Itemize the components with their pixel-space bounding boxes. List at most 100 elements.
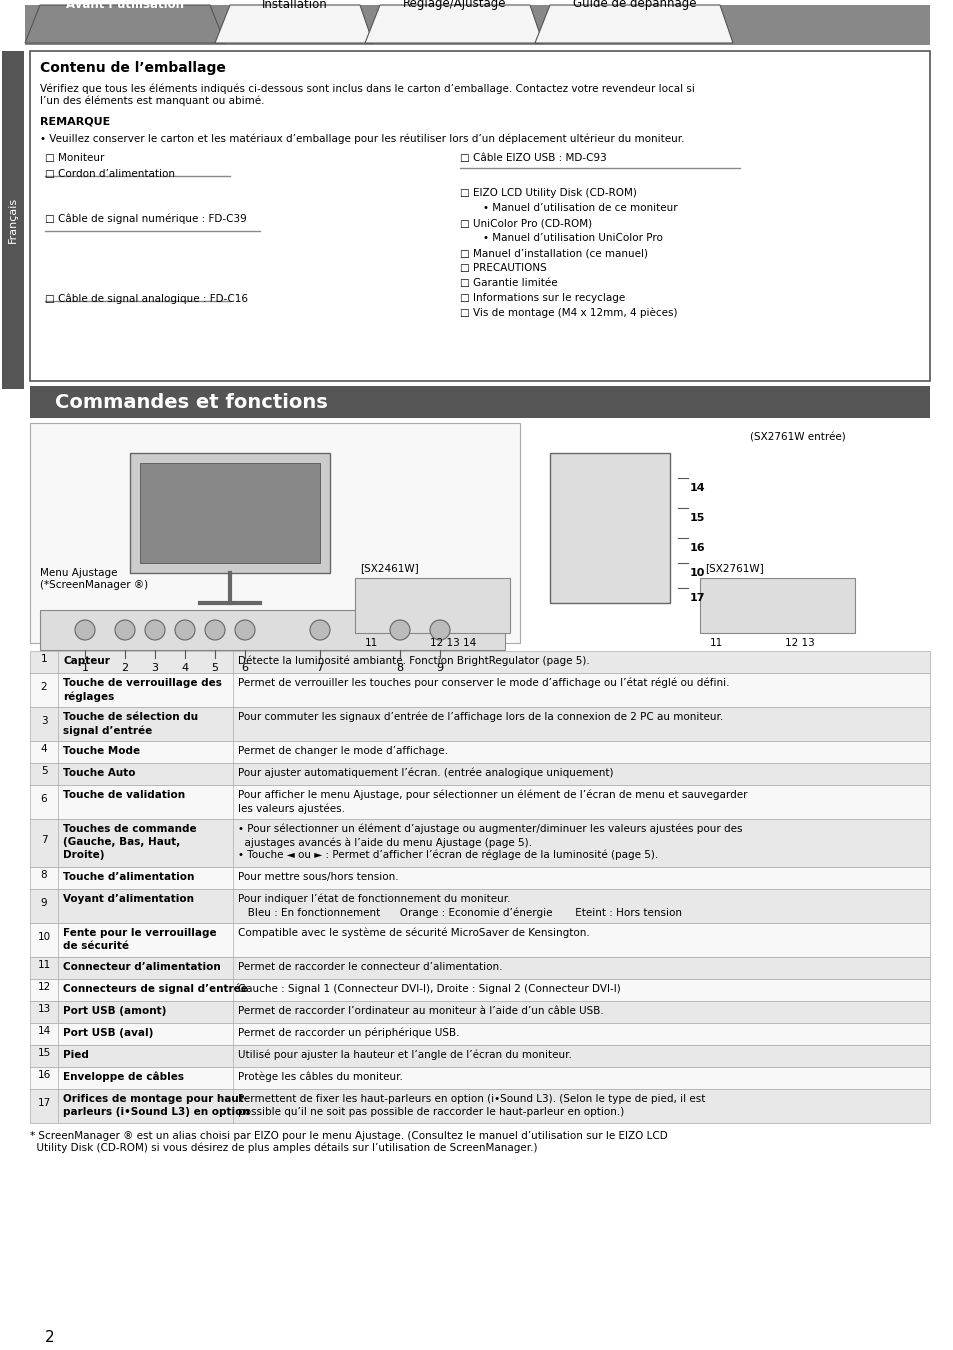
Text: □ Câble EIZO USB : MD-C93: □ Câble EIZO USB : MD-C93 bbox=[459, 153, 606, 163]
Text: Guide de dépannage: Guide de dépannage bbox=[572, 0, 696, 11]
Text: 11: 11 bbox=[37, 960, 51, 971]
Text: * ScreenManager ® est un alias choisi par EIZO pour le menu Ajustage. (Consultez: * ScreenManager ® est un alias choisi pa… bbox=[30, 1131, 667, 1153]
Text: les valeurs ajustées.: les valeurs ajustées. bbox=[237, 803, 345, 814]
Text: 6: 6 bbox=[41, 794, 48, 805]
Text: □ Cordon d’alimentation: □ Cordon d’alimentation bbox=[45, 169, 174, 180]
Text: Touches de commande: Touches de commande bbox=[63, 824, 196, 834]
Text: Installation: Installation bbox=[261, 0, 327, 11]
Text: □ Moniteur: □ Moniteur bbox=[45, 153, 104, 163]
Circle shape bbox=[75, 620, 95, 640]
FancyBboxPatch shape bbox=[30, 1045, 929, 1066]
Text: Pour commuter les signaux d’entrée de l’affichage lors de la connexion de 2 PC a: Pour commuter les signaux d’entrée de l’… bbox=[237, 711, 722, 722]
Text: Orifices de montage pour haut-: Orifices de montage pour haut- bbox=[63, 1094, 248, 1104]
Circle shape bbox=[174, 620, 194, 640]
Polygon shape bbox=[25, 5, 225, 43]
FancyBboxPatch shape bbox=[30, 741, 929, 763]
Text: 9: 9 bbox=[41, 898, 48, 909]
Text: Pour mettre sous/hors tension.: Pour mettre sous/hors tension. bbox=[237, 872, 398, 882]
Text: □ Garantie limitée: □ Garantie limitée bbox=[459, 278, 558, 288]
Text: 12: 12 bbox=[37, 981, 51, 992]
Text: Capteur: Capteur bbox=[63, 656, 110, 666]
FancyBboxPatch shape bbox=[30, 386, 929, 418]
FancyBboxPatch shape bbox=[30, 923, 929, 957]
FancyBboxPatch shape bbox=[2, 51, 24, 389]
FancyBboxPatch shape bbox=[30, 423, 519, 643]
Text: Connecteur d’alimentation: Connecteur d’alimentation bbox=[63, 963, 220, 972]
Text: 4: 4 bbox=[41, 744, 48, 755]
Text: □ Câble de signal analogique : FD-C16: □ Câble de signal analogique : FD-C16 bbox=[45, 293, 248, 304]
Text: possible qu’il ne soit pas possible de raccorder le haut-parleur en option.): possible qu’il ne soit pas possible de r… bbox=[237, 1107, 623, 1116]
Text: 5: 5 bbox=[41, 765, 48, 776]
Text: Bleu : En fonctionnement      Orange : Economie d’énergie       Eteint : Hors te: Bleu : En fonctionnement Orange : Econom… bbox=[237, 907, 681, 918]
FancyBboxPatch shape bbox=[30, 890, 929, 923]
Text: Touche de verrouillage des: Touche de verrouillage des bbox=[63, 678, 222, 688]
Text: 11: 11 bbox=[365, 639, 377, 648]
FancyBboxPatch shape bbox=[30, 1023, 929, 1045]
FancyBboxPatch shape bbox=[40, 610, 504, 649]
FancyBboxPatch shape bbox=[30, 957, 929, 979]
Text: □ Vis de montage (M4 x 12mm, 4 pièces): □ Vis de montage (M4 x 12mm, 4 pièces) bbox=[459, 308, 677, 319]
Text: □ Manuel d’installation (ce manuel): □ Manuel d’installation (ce manuel) bbox=[459, 248, 647, 258]
FancyBboxPatch shape bbox=[30, 674, 929, 707]
FancyBboxPatch shape bbox=[130, 454, 330, 572]
Text: 17: 17 bbox=[689, 593, 705, 603]
Text: 8: 8 bbox=[41, 869, 48, 880]
Text: Pour indiquer l’état de fonctionnement du moniteur.: Pour indiquer l’état de fonctionnement d… bbox=[237, 894, 510, 904]
Circle shape bbox=[115, 620, 135, 640]
Text: • Touche ◄ ou ► : Permet d’afficher l’écran de réglage de la luminosité (page 5): • Touche ◄ ou ► : Permet d’afficher l’éc… bbox=[237, 850, 658, 860]
Text: Compatible avec le système de sécurité MicroSaver de Kensington.: Compatible avec le système de sécurité M… bbox=[237, 927, 589, 938]
Text: réglages: réglages bbox=[63, 691, 114, 702]
Text: 12 13 14: 12 13 14 bbox=[430, 639, 476, 648]
Text: Permet de raccorder un périphérique USB.: Permet de raccorder un périphérique USB. bbox=[237, 1027, 459, 1038]
Text: 2: 2 bbox=[121, 663, 129, 674]
Text: 2: 2 bbox=[41, 682, 48, 693]
Text: Permet de raccorder le connecteur d’alimentation.: Permet de raccorder le connecteur d’alim… bbox=[237, 963, 502, 972]
Text: Touche Mode: Touche Mode bbox=[63, 747, 140, 756]
Text: Port USB (aval): Port USB (aval) bbox=[63, 1027, 153, 1038]
FancyBboxPatch shape bbox=[30, 1000, 929, 1023]
Text: Gauche : Signal 1 (Connecteur DVI-I), Droite : Signal 2 (Connecteur DVI-I): Gauche : Signal 1 (Connecteur DVI-I), Dr… bbox=[237, 984, 620, 994]
Circle shape bbox=[430, 620, 450, 640]
Text: □ Informations sur le recyclage: □ Informations sur le recyclage bbox=[459, 293, 624, 302]
Text: 8: 8 bbox=[396, 663, 403, 674]
Text: 16: 16 bbox=[37, 1071, 51, 1080]
FancyBboxPatch shape bbox=[30, 784, 929, 819]
Polygon shape bbox=[214, 5, 373, 43]
Circle shape bbox=[205, 620, 225, 640]
Circle shape bbox=[234, 620, 254, 640]
Polygon shape bbox=[535, 5, 732, 43]
Text: 2: 2 bbox=[45, 1330, 54, 1345]
Text: 10: 10 bbox=[689, 568, 704, 578]
Text: 3: 3 bbox=[152, 663, 158, 674]
Text: 5: 5 bbox=[212, 663, 218, 674]
FancyBboxPatch shape bbox=[30, 867, 929, 890]
Polygon shape bbox=[365, 5, 542, 43]
Text: [SX2461W]: [SX2461W] bbox=[359, 563, 418, 572]
Text: 11: 11 bbox=[709, 639, 722, 648]
Text: 12 13: 12 13 bbox=[784, 639, 814, 648]
Text: Droite): Droite) bbox=[63, 850, 105, 860]
Text: 16: 16 bbox=[689, 543, 705, 554]
Text: Fente pour le verrouillage: Fente pour le verrouillage bbox=[63, 927, 216, 938]
Text: de sécurité: de sécurité bbox=[63, 941, 129, 950]
Text: Utilisé pour ajuster la hauteur et l’angle de l’écran du moniteur.: Utilisé pour ajuster la hauteur et l’ang… bbox=[237, 1050, 571, 1061]
FancyBboxPatch shape bbox=[30, 763, 929, 784]
Text: 4: 4 bbox=[181, 663, 189, 674]
Text: 14: 14 bbox=[37, 1026, 51, 1035]
Text: 3: 3 bbox=[41, 716, 48, 726]
FancyBboxPatch shape bbox=[25, 5, 929, 45]
Text: 1: 1 bbox=[41, 653, 48, 664]
Text: Menu Ajustage
(*ScreenManager ®): Menu Ajustage (*ScreenManager ®) bbox=[40, 568, 148, 590]
Text: Réglage/Ajustage: Réglage/Ajustage bbox=[402, 0, 506, 11]
Text: 1: 1 bbox=[81, 663, 89, 674]
Text: □ EIZO LCD Utility Disk (CD-ROM): □ EIZO LCD Utility Disk (CD-ROM) bbox=[459, 188, 637, 198]
Text: 6: 6 bbox=[241, 663, 248, 674]
Text: 13: 13 bbox=[37, 1004, 51, 1014]
Text: Contenu de l’emballage: Contenu de l’emballage bbox=[40, 61, 226, 76]
FancyBboxPatch shape bbox=[30, 1066, 929, 1089]
FancyBboxPatch shape bbox=[30, 819, 929, 867]
Text: Permet de verrouiller les touches pour conserver le mode d’affichage ou l’état r: Permet de verrouiller les touches pour c… bbox=[237, 678, 729, 688]
Circle shape bbox=[145, 620, 165, 640]
FancyBboxPatch shape bbox=[355, 578, 510, 633]
Text: Permettent de fixer les haut-parleurs en option (i•Sound L3). (Selon le type de : Permettent de fixer les haut-parleurs en… bbox=[237, 1094, 704, 1104]
